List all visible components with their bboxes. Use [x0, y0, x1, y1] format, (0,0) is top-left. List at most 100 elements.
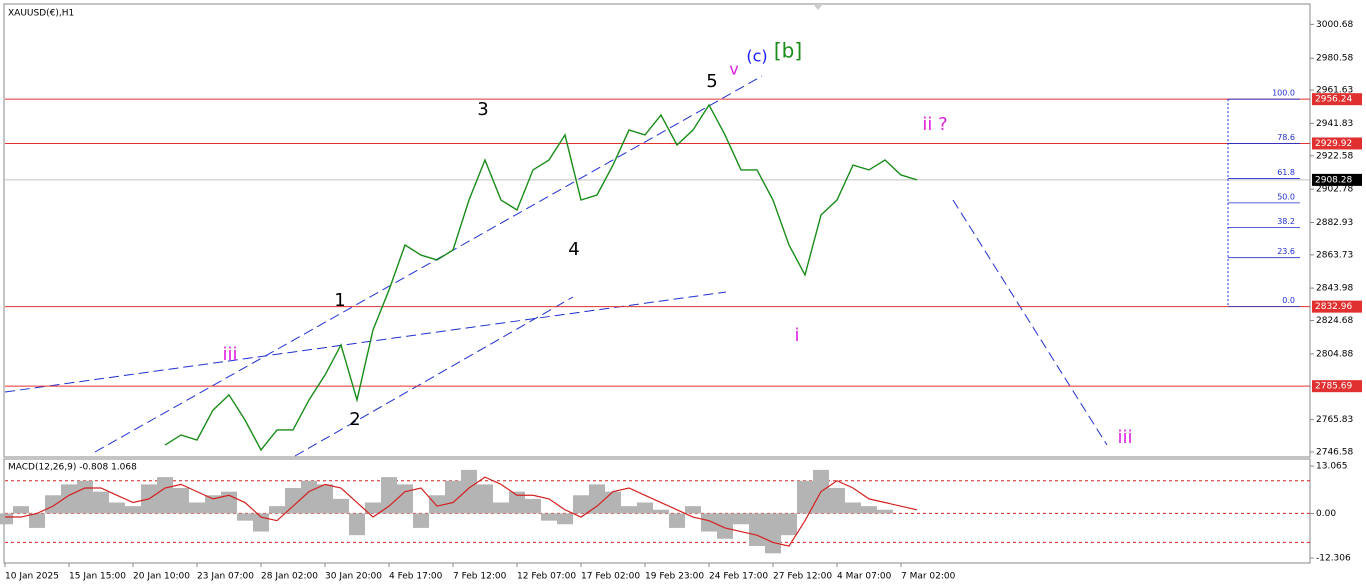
y-tick-label: 2765.83	[1316, 415, 1353, 425]
macd-bar	[685, 506, 701, 514]
y-tick-label: 2746.58	[1316, 447, 1353, 457]
macd-bar	[397, 484, 413, 514]
wave-label: 4	[568, 239, 579, 260]
macd-frame	[3, 458, 1311, 564]
x-tick-label: 30 Jan 20:00	[325, 572, 382, 582]
trendline	[4, 291, 727, 393]
y-tick-label: 2922.58	[1316, 151, 1353, 161]
macd-bar	[477, 484, 493, 514]
projection	[952, 199, 1108, 446]
macd-bar	[0, 513, 13, 525]
wave-label: 2	[349, 409, 360, 430]
level-label: 2785.69	[1315, 382, 1352, 392]
level-box	[1312, 173, 1362, 186]
level-label: 2956.24	[1315, 95, 1352, 105]
y-tick-label: 2961.63	[1316, 86, 1353, 96]
scroll-marker	[813, 4, 823, 10]
macd-bar	[589, 484, 605, 514]
wave-label: iii	[1117, 427, 1132, 448]
macd-bar	[605, 491, 621, 514]
x-tick-label: 4 Feb 17:00	[389, 572, 443, 582]
x-tick-label: 12 Feb 07:00	[517, 572, 576, 582]
macd-bar	[189, 502, 205, 514]
macd-bar	[541, 513, 557, 521]
level-label: 2908.28	[1315, 175, 1352, 185]
macd-bar	[285, 488, 301, 514]
price-frame	[3, 3, 1311, 458]
fib-label: 100.0	[1272, 89, 1295, 98]
level-box	[1312, 300, 1362, 313]
x-tick-label: 7 Mar 02:00	[901, 572, 956, 582]
macd-bar	[653, 509, 669, 514]
macd-bar	[13, 506, 29, 514]
macd-bar	[125, 506, 141, 514]
macd-bar	[365, 502, 381, 514]
macd-bar	[845, 502, 861, 514]
macd-bar	[637, 502, 653, 514]
wave-label: [b]	[774, 39, 802, 63]
wave-label: 3	[477, 99, 488, 120]
macd-bar	[237, 513, 253, 521]
macd-tick-label: -12.306	[1316, 554, 1351, 564]
macd-bar	[621, 506, 637, 514]
fib-label: 38.2	[1277, 217, 1295, 226]
macd-bar	[93, 491, 109, 514]
wave-label: i	[794, 325, 799, 346]
fib-label: 78.6	[1277, 133, 1295, 142]
macd-signal	[5, 476, 918, 547]
macd-bar	[493, 502, 509, 514]
wave-label: 5	[706, 71, 717, 92]
price-line	[164, 103, 918, 452]
level-box	[1312, 137, 1362, 150]
trendlines	[4, 75, 1108, 457]
x-tick-label: 23 Jan 07:00	[197, 572, 254, 582]
y-tick-label: 2863.73	[1316, 250, 1353, 260]
level-box	[1312, 380, 1362, 393]
macd-bar	[29, 513, 45, 528]
macd-bar	[749, 513, 765, 547]
macd-bar	[525, 498, 541, 514]
wave-label: 1	[334, 290, 345, 311]
x-tick-label: 28 Jan 02:00	[261, 572, 318, 582]
y-tick-label: 2882.93	[1316, 218, 1353, 228]
macd-bar	[45, 495, 61, 514]
macd-bar	[877, 509, 893, 514]
macd-bar	[429, 495, 445, 514]
wave-label: v	[729, 60, 738, 79]
trendline	[294, 296, 574, 457]
wave-label: ii ?	[922, 114, 947, 135]
level-box	[1312, 93, 1362, 106]
macd-bar	[797, 480, 813, 514]
macd-bar	[157, 477, 173, 514]
macd-bar	[349, 513, 365, 536]
level-label: 2832.96	[1315, 302, 1352, 312]
x-tick-label: 20 Jan 10:00	[133, 572, 190, 582]
macd-bar	[301, 480, 317, 514]
macd-title: MACD(12,26,9) -0.808 1.068	[8, 463, 137, 473]
x-tick-label: 7 Feb 12:00	[453, 572, 507, 582]
macd-bar	[109, 502, 125, 514]
macd-bar	[829, 488, 845, 514]
macd-bar	[717, 513, 733, 539]
y-tick-label: 2941.83	[1316, 119, 1353, 129]
macd-bar	[445, 480, 461, 514]
fib-label: 23.6	[1277, 247, 1295, 256]
macd-bar	[173, 488, 189, 514]
fib-label: 0.0	[1282, 296, 1295, 305]
macd-bar	[861, 506, 877, 514]
macd-bar	[733, 513, 749, 525]
x-tick-label: 19 Feb 23:00	[645, 572, 704, 582]
x-tick-label: 27 Feb 12:00	[773, 572, 832, 582]
y-tick-label: 2843.98	[1316, 284, 1353, 294]
macd-bar	[781, 513, 797, 536]
macd-bar	[77, 480, 93, 514]
x-tick-label: 10 Jan 2025	[5, 572, 59, 582]
fib-label: 61.8	[1277, 168, 1295, 177]
macd-bar	[509, 491, 525, 514]
macd-tick-label: 0.00	[1316, 509, 1336, 519]
trendline	[94, 75, 763, 453]
x-tick-label: 4 Mar 07:00	[837, 572, 892, 582]
x-tick-label: 24 Feb 17:00	[709, 572, 768, 582]
macd-bar	[413, 513, 429, 528]
